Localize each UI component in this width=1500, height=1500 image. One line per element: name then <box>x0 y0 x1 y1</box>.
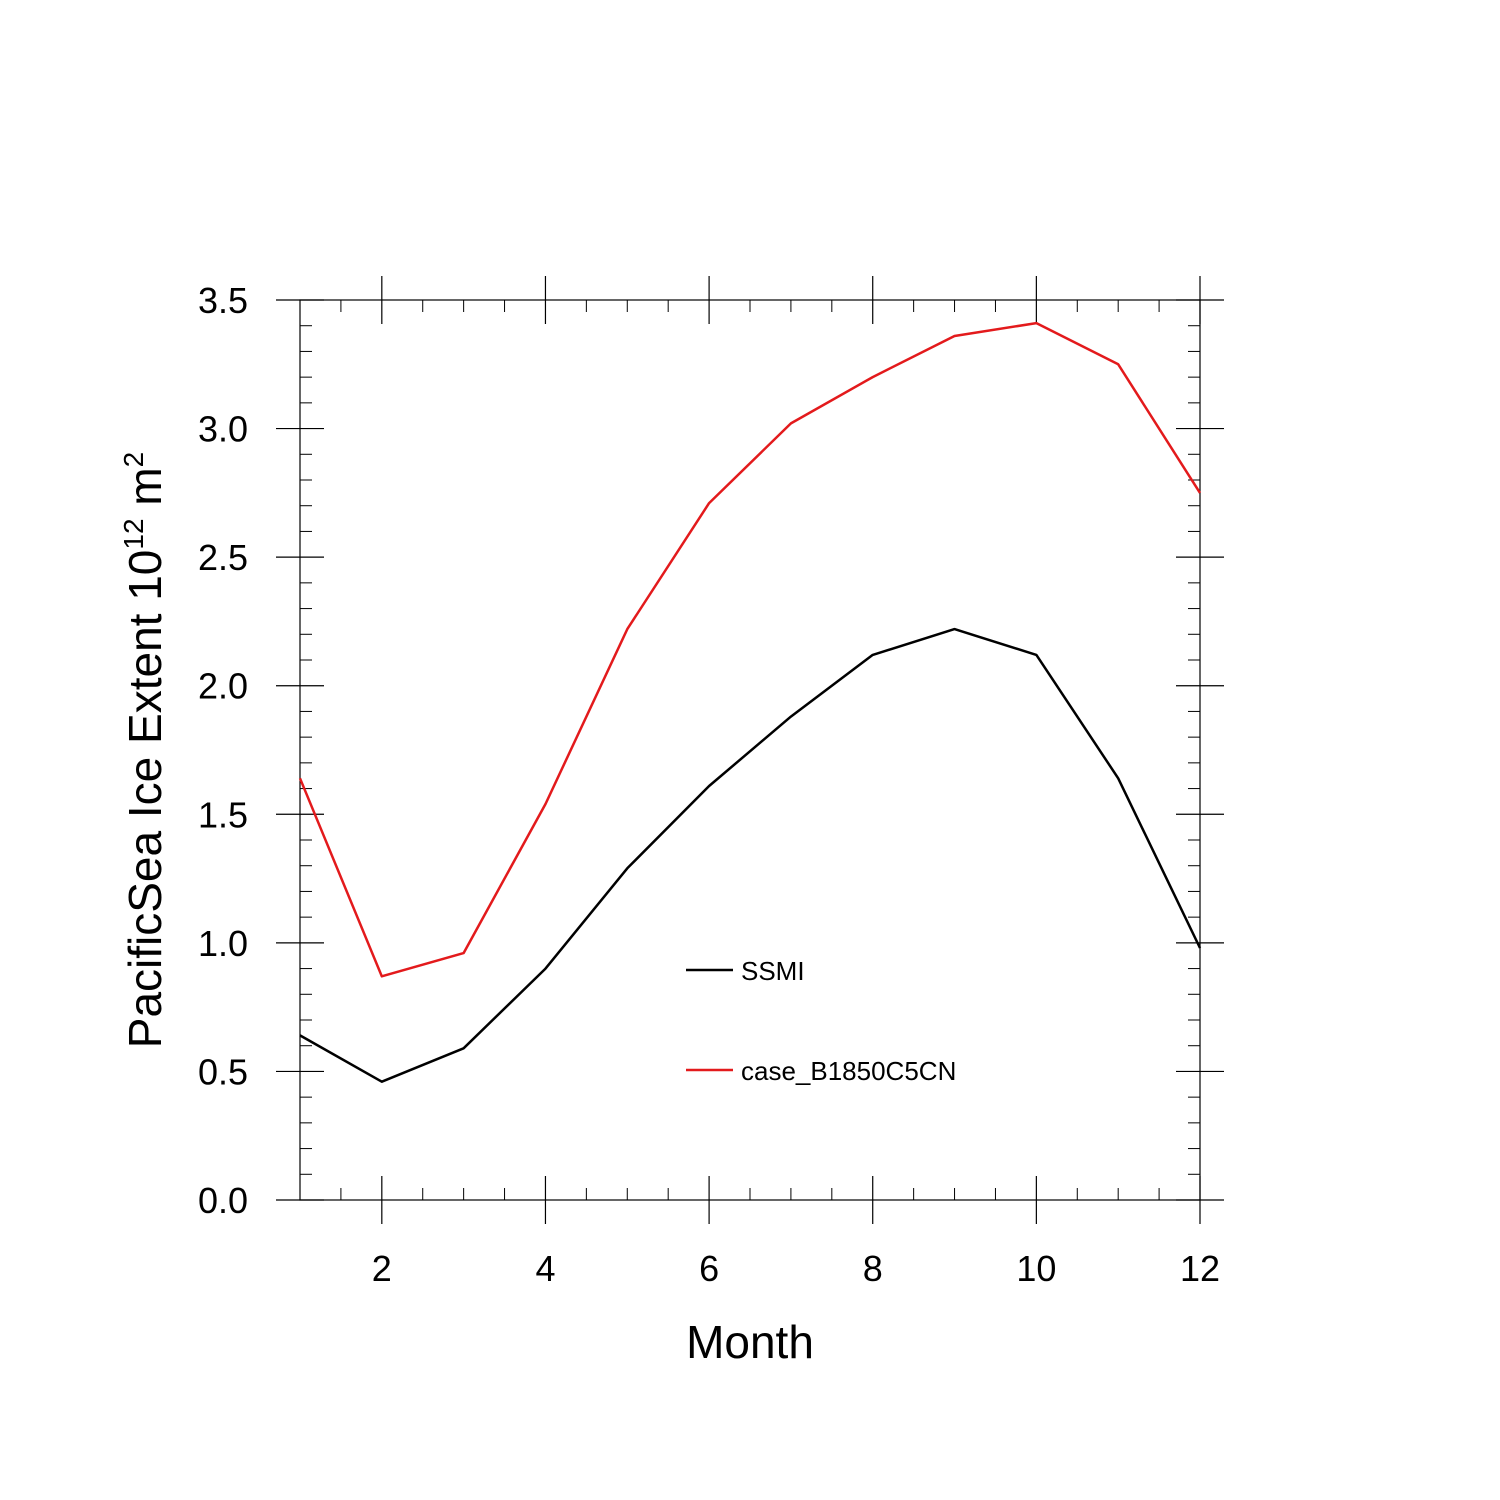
series-line-case-b1850c5cn <box>298 321 1202 978</box>
y-axis-label-unit-exponent: 2 <box>118 452 149 468</box>
x-tick-label: 10 <box>1016 1248 1056 1289</box>
series-lines <box>298 321 1202 1083</box>
y-axis-label-prefix: PacificSea Ice Extent 10 <box>119 550 171 1049</box>
y-axis-label-exponent: 12 <box>118 518 149 549</box>
y-tick-label: 1.5 <box>198 794 248 835</box>
y-tick-label: 0.0 <box>198 1180 248 1221</box>
y-tick-label: 3.0 <box>198 409 248 450</box>
x-tick-label: 2 <box>372 1248 392 1289</box>
x-minor-ticks <box>299 300 1160 1200</box>
y-tick-label: 2.0 <box>198 666 248 707</box>
x-tick-label: 12 <box>1180 1248 1220 1289</box>
y-axis-ticks: 0.0 0.5 1.0 1.5 2.0 2.5 3.0 3.5 <box>198 280 1224 1221</box>
y-tick-label: 0.5 <box>198 1051 248 1092</box>
y-axis-label: PacificSea Ice Extent 1012 m2 <box>118 452 171 1048</box>
x-tick-label: 6 <box>699 1248 719 1289</box>
y-tick-label: 2.5 <box>198 537 248 578</box>
x-tick-label: 8 <box>863 1248 883 1289</box>
y-axis-label-unit: m <box>119 467 171 518</box>
legend-label-ssmi: SSMI <box>741 956 805 986</box>
x-axis-ticks: 2 4 6 8 10 12 <box>372 276 1220 1289</box>
series-line-ssmi <box>299 627 1202 1083</box>
legend-label-case: case_B1850C5CN <box>741 1056 956 1086</box>
y-minor-ticks <box>300 325 1200 1175</box>
x-axis-label: Month <box>686 1316 814 1368</box>
y-tick-label: 3.5 <box>198 280 248 321</box>
x-tick-label: 4 <box>535 1248 555 1289</box>
y-tick-label: 1.0 <box>198 923 248 964</box>
legend: SSMI case_B1850C5CN <box>686 956 956 1086</box>
